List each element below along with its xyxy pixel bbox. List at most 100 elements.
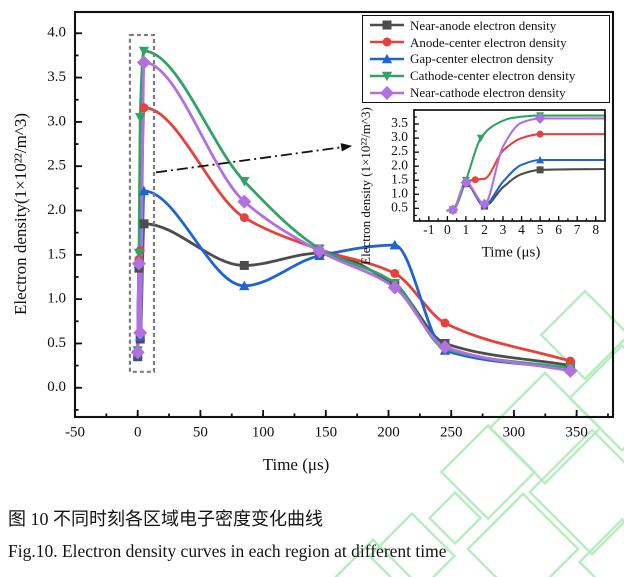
legend-item-anode-center-electron-density: Anode-center electron density xyxy=(369,34,605,50)
svg-text:1: 1 xyxy=(463,222,470,237)
caption-en: Fig.10. Electron density curves in each … xyxy=(8,541,447,561)
svg-text:2.5: 2.5 xyxy=(47,158,66,174)
svg-text:0: 0 xyxy=(134,424,142,440)
triangle-down-marker xyxy=(239,176,250,187)
svg-text:250: 250 xyxy=(440,424,463,440)
watermark-diamond xyxy=(326,538,420,577)
inset-plot: -1 0 1 2 3 4 5 6 7 8 0.51.01.52.02.53.03.5 xyxy=(391,109,607,237)
svg-text:2.5: 2.5 xyxy=(391,143,408,158)
main-axes-box xyxy=(73,10,615,419)
circle-marker xyxy=(390,268,400,278)
svg-text:3: 3 xyxy=(500,222,507,237)
svg-text:1.5: 1.5 xyxy=(47,246,66,262)
circle-marker xyxy=(471,176,479,184)
diamond-marker xyxy=(379,85,395,100)
triangle-up-marker xyxy=(381,53,393,64)
legend-label: Near-anode electron density xyxy=(410,17,557,33)
watermark-diamond xyxy=(427,490,483,546)
inset-axes-box xyxy=(413,109,606,222)
diamond-marker xyxy=(387,280,402,295)
svg-text:4: 4 xyxy=(518,222,525,237)
diamond-marker xyxy=(133,325,148,340)
svg-text:100: 100 xyxy=(252,424,275,440)
circle-marker xyxy=(565,356,575,366)
svg-text:0.0: 0.0 xyxy=(47,379,66,395)
svg-text:3.0: 3.0 xyxy=(47,113,66,129)
legend-swatch xyxy=(370,53,404,64)
watermark-diamond xyxy=(439,423,537,521)
series-near-anode-electron-density-markers xyxy=(133,219,575,371)
svg-text:0.5: 0.5 xyxy=(47,335,66,351)
legend: Near-anode electron density Anode-center … xyxy=(362,15,610,103)
legend-label: Cathode-center electron density xyxy=(410,68,576,84)
triangle-down-marker xyxy=(135,113,146,123)
svg-text:-1: -1 xyxy=(423,222,434,237)
legend-label: Anode-center electron density xyxy=(410,34,567,50)
svg-text:0.5: 0.5 xyxy=(391,199,408,214)
svg-text:200: 200 xyxy=(377,424,400,440)
svg-text:5: 5 xyxy=(537,222,544,237)
svg-text:-50: -50 xyxy=(65,424,85,440)
svg-text:3.5: 3.5 xyxy=(47,69,66,85)
inset-y-tick-labels: 0.51.01.52.02.53.03.5 xyxy=(391,115,408,214)
svg-text:2.0: 2.0 xyxy=(47,202,66,218)
legend-item-near-anode-electron-density: Near-anode electron density xyxy=(369,17,605,33)
svg-text:50: 50 xyxy=(193,424,208,440)
svg-text:3.0: 3.0 xyxy=(391,129,408,144)
watermark-diamond xyxy=(577,517,624,577)
svg-text:2.0: 2.0 xyxy=(391,157,408,172)
watermark-diamond xyxy=(466,492,580,577)
legend-item-cathode-center-electron-density: Cathode-center electron density xyxy=(369,68,605,84)
square-marker xyxy=(382,20,392,30)
caption-zh: 图 10 不同时刻各区域电子密度变化曲线 xyxy=(8,509,323,529)
inset-x-axis-label: Time (μs) xyxy=(481,244,541,261)
svg-text:300: 300 xyxy=(503,424,526,440)
svg-text:7: 7 xyxy=(574,222,581,237)
main-x-axis-label: Time (μs) xyxy=(262,455,330,474)
svg-text:6: 6 xyxy=(555,222,562,237)
square-marker xyxy=(536,166,544,174)
triangle-down-marker xyxy=(381,71,393,81)
svg-text:350: 350 xyxy=(565,424,588,440)
triangle-up-marker xyxy=(536,155,545,164)
triangle-up-marker xyxy=(239,280,250,291)
circle-marker xyxy=(536,130,544,138)
svg-text:3.5: 3.5 xyxy=(391,115,408,130)
main-y-axis-label: Electron density(1×10²²/m^3) xyxy=(11,113,30,315)
square-marker xyxy=(139,219,149,229)
triangle-up-marker xyxy=(389,239,400,250)
inset-x-tick-labels: -1 0 1 2 3 4 5 6 7 8 xyxy=(423,222,599,237)
diamond-marker xyxy=(312,244,327,259)
diamond-marker xyxy=(130,345,145,360)
legend-swatch xyxy=(370,20,404,30)
diamond-marker xyxy=(136,55,151,70)
triangle-up-marker xyxy=(138,185,150,196)
legend-swatch xyxy=(370,71,404,81)
svg-text:150: 150 xyxy=(315,424,338,440)
legend-swatch xyxy=(370,85,404,100)
svg-text:8: 8 xyxy=(592,222,599,237)
series-near-cathode-electron-density-line xyxy=(136,61,572,373)
legend-item-gap-center-electron-density: Gap-center electron density xyxy=(369,51,605,67)
circle-marker xyxy=(382,37,392,47)
arrowhead xyxy=(340,143,353,152)
main-x-tick-labels: -50 0 50 100 150 200 250 300 350 xyxy=(65,424,588,440)
legend-item-near-cathode-electron-density: Near-cathode electron density xyxy=(369,85,605,101)
square-marker xyxy=(239,260,249,270)
zoom-callout-arrow xyxy=(155,143,353,174)
circle-marker xyxy=(139,103,149,113)
svg-text:1.0: 1.0 xyxy=(47,291,66,307)
triangle-down-marker xyxy=(133,248,145,259)
triangle-down-marker xyxy=(476,134,485,143)
inset-y-axis-label: Electron density (1×10²²/m^3) xyxy=(358,107,373,265)
triangle-down-marker xyxy=(138,46,150,57)
diamond-marker xyxy=(237,194,252,209)
circle-marker xyxy=(239,213,249,223)
watermark xyxy=(326,289,624,577)
svg-text:0: 0 xyxy=(444,222,451,237)
dashed-highlight-box xyxy=(128,33,156,373)
svg-text:1.5: 1.5 xyxy=(391,171,408,186)
watermark-diamond xyxy=(539,289,624,381)
